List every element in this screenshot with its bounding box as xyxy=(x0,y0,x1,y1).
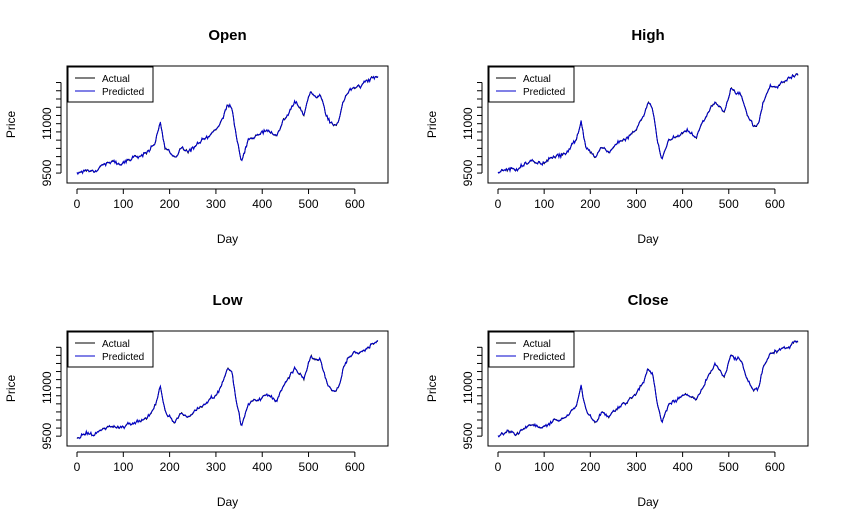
legend-label-predicted: Predicted xyxy=(102,87,144,98)
x-tick-label: 400 xyxy=(673,460,693,474)
plot-frame xyxy=(487,65,809,184)
x-tick-label: 100 xyxy=(113,197,133,211)
x-tick-label: 0 xyxy=(74,460,81,474)
chart-panel-close: Close 0 100 200 300 400 500 600 Day 9500 11000 Pric… xyxy=(425,292,809,509)
series-line-predicted xyxy=(497,73,799,174)
y-tick-label: 9500 xyxy=(40,422,54,449)
x-tick-label: 600 xyxy=(345,460,365,474)
y-tick-label: 11000 xyxy=(461,371,475,404)
series-line-predicted xyxy=(497,340,799,438)
plot-frame xyxy=(66,330,389,447)
series-line-predicted xyxy=(76,75,379,176)
x-tick-label: 100 xyxy=(534,197,554,211)
x-tick-label: 300 xyxy=(626,460,646,474)
x-tick-label: 600 xyxy=(765,460,785,474)
legend-label-predicted: Predicted xyxy=(523,87,565,98)
chart-panel-open: Open 0 100 200 300 400 500 600 Day 9500 11000 Price… xyxy=(4,27,389,246)
legend-box xyxy=(488,66,575,103)
y-axis-label: Price xyxy=(425,375,439,403)
x-tick-label: 300 xyxy=(626,197,646,211)
x-tick-label: 200 xyxy=(160,197,180,211)
chart-panel-low: Low 0 100 200 300 400 500 600 Day 9500 11000 Price A… xyxy=(4,292,389,509)
chart-title: Open xyxy=(208,27,246,44)
x-tick-label: 500 xyxy=(299,197,319,211)
legend-label-actual: Actual xyxy=(102,74,130,85)
x-tick-label: 500 xyxy=(719,197,739,211)
legend-box xyxy=(488,331,575,368)
x-tick-label: 500 xyxy=(719,460,739,474)
legend-label-predicted: Predicted xyxy=(523,352,565,363)
x-axis-label: Day xyxy=(637,495,658,509)
y-tick-label: 11000 xyxy=(461,107,475,140)
x-tick-label: 100 xyxy=(113,460,133,474)
x-tick-label: 100 xyxy=(534,460,554,474)
x-tick-label: 200 xyxy=(580,197,600,211)
x-axis-label: Day xyxy=(217,232,238,246)
x-tick-label: 0 xyxy=(74,197,81,211)
series-line-predicted xyxy=(76,340,379,440)
legend-label-actual: Actual xyxy=(523,74,551,85)
x-tick-label: 200 xyxy=(160,460,180,474)
legend-label-actual: Actual xyxy=(102,339,130,350)
plot-frame xyxy=(487,330,809,447)
chart-panel-high: High 0 100 200 300 400 500 600 Day 9500 11000 Price… xyxy=(425,27,809,246)
y-axis-label: Price xyxy=(4,375,18,403)
y-tick-label: 9500 xyxy=(461,422,475,449)
chart-title: Close xyxy=(628,292,669,309)
legend-box xyxy=(67,331,154,368)
x-tick-label: 500 xyxy=(299,460,319,474)
legend-box xyxy=(67,66,154,103)
x-tick-label: 400 xyxy=(673,197,693,211)
x-tick-label: 600 xyxy=(765,197,785,211)
chart-title: High xyxy=(631,27,664,44)
x-axis-label: Day xyxy=(637,232,658,246)
legend-label-predicted: Predicted xyxy=(102,352,144,363)
x-tick-label: 0 xyxy=(495,197,502,211)
x-tick-label: 300 xyxy=(206,197,226,211)
x-tick-label: 400 xyxy=(252,460,272,474)
x-tick-label: 200 xyxy=(580,460,600,474)
legend-label-actual: Actual xyxy=(523,339,551,350)
y-axis-label: Price xyxy=(425,111,439,139)
x-tick-label: 400 xyxy=(252,197,272,211)
x-tick-label: 0 xyxy=(495,460,502,474)
y-tick-label: 9500 xyxy=(461,159,475,186)
x-tick-label: 600 xyxy=(345,197,365,211)
x-axis-label: Day xyxy=(217,495,238,509)
y-tick-label: 11000 xyxy=(40,371,54,404)
x-tick-label: 300 xyxy=(206,460,226,474)
y-axis-label: Price xyxy=(4,111,18,139)
chart-title: Low xyxy=(213,292,243,309)
y-tick-label: 11000 xyxy=(40,107,54,140)
y-tick-label: 9500 xyxy=(40,159,54,186)
plot-frame xyxy=(66,65,389,184)
